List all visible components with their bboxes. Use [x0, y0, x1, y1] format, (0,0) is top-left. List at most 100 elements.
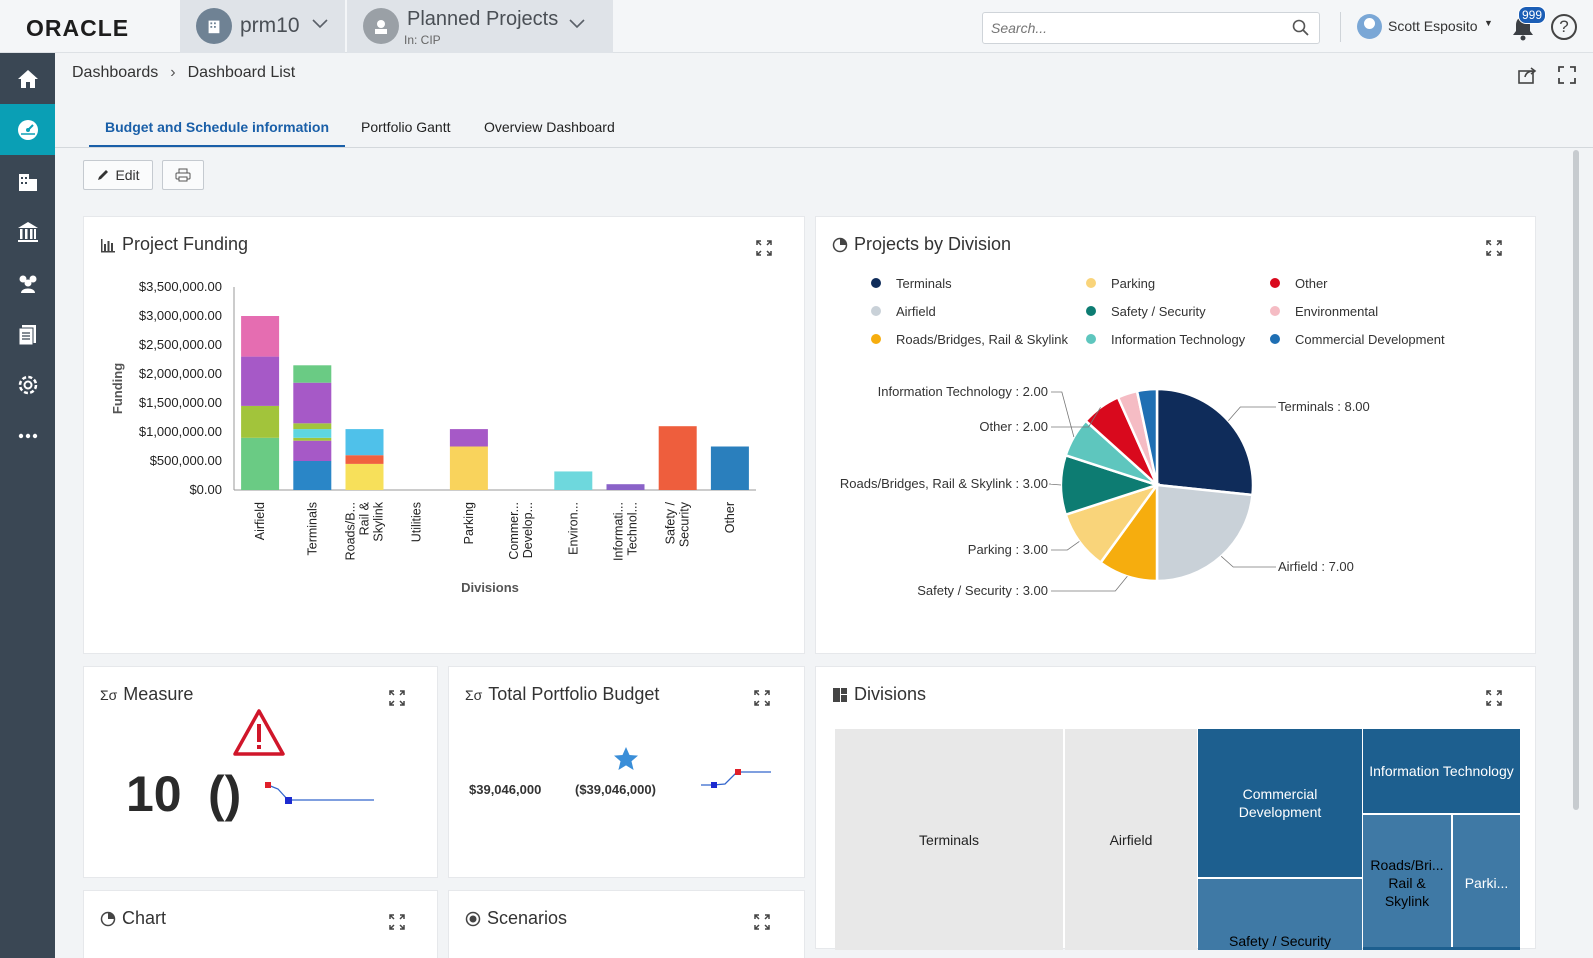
x-tick-label: Utilities	[410, 502, 424, 542]
treemap-cell-label: Commercial Development	[1238, 786, 1322, 820]
svg-text:Roads/Bridges, Rail & Skylink: Roads/Bridges, Rail & Skylink	[896, 332, 1068, 347]
svg-text:Skylink: Skylink	[372, 501, 386, 541]
nav-dashboards[interactable]	[0, 104, 55, 155]
user-menu[interactable]: Scott Esposito	[1388, 18, 1478, 34]
x-tick-label: Informati... Technol...	[612, 502, 640, 561]
fullscreen-icon[interactable]	[1556, 64, 1578, 86]
leader-line	[1228, 406, 1276, 422]
nav-home[interactable]	[0, 53, 55, 104]
nav-documents[interactable]	[0, 308, 55, 359]
treemap-cell-label: Terminals	[919, 831, 979, 848]
nav-more[interactable]	[0, 410, 55, 461]
nav-institution[interactable]	[0, 206, 55, 257]
measure-value: 10	[126, 766, 182, 822]
y-tick-label: $2,500,000.00	[139, 337, 222, 352]
edit-button[interactable]: Edit	[83, 160, 153, 190]
pie-chart-icon	[832, 237, 848, 252]
legend-item: Environmental	[1270, 304, 1378, 319]
total-budget-variance: ($39,046,000)	[575, 782, 656, 797]
bar-chart-icon	[101, 238, 115, 252]
leader-line	[1051, 391, 1075, 438]
treemap-cell-label: Airfield	[1109, 831, 1153, 848]
svg-text:Information Technology: Information Technology	[1111, 332, 1246, 347]
legend-item: Information Technology	[1086, 332, 1246, 347]
project-selector[interactable]: Planned Projects In: CIP	[347, 0, 613, 53]
divider	[1340, 12, 1341, 42]
scrollbar[interactable]	[1573, 150, 1579, 810]
expand-icon[interactable]	[389, 690, 405, 706]
treemap-cell[interactable]: Parki...	[1453, 815, 1520, 950]
nav-settings[interactable]	[0, 359, 55, 410]
legend-item: Terminals	[871, 276, 952, 291]
tab-portfolio-gantt[interactable]: Portfolio Gantt	[361, 119, 451, 135]
x-axis-label: Divisions	[461, 580, 519, 595]
print-icon	[175, 168, 191, 182]
bar-segment	[345, 429, 384, 456]
chart-title: Chart	[122, 908, 167, 928]
leader-line	[1051, 407, 1101, 428]
dashboard-icon	[17, 119, 38, 140]
user-avatar[interactable]	[1357, 14, 1382, 39]
x-tick-label: Other	[723, 502, 737, 533]
expand-icon[interactable]	[754, 690, 770, 706]
project-funding-card: Project Funding $0.00 $500,000.00 $1,000,0…	[83, 216, 805, 654]
chevron-right-icon: ›	[170, 64, 176, 81]
left-nav	[0, 53, 55, 958]
nav-projects[interactable]	[0, 155, 55, 206]
x-tick-label: Commer... Develop...	[507, 502, 535, 560]
svg-text:Roads/B...: Roads/B...	[344, 502, 358, 560]
expand-icon[interactable]	[389, 914, 405, 930]
help-icon[interactable]: ?	[1551, 14, 1577, 40]
pencil-icon	[98, 170, 109, 180]
card-title: Divisions	[832, 684, 926, 705]
expand-icon[interactable]	[756, 240, 772, 256]
breadcrumb-dashboards[interactable]: Dashboards	[72, 64, 159, 81]
treemap-cell[interactable]: Safety / Security	[1198, 879, 1362, 950]
caret-down-icon[interactable]: ▼	[1484, 18, 1493, 28]
project-funding-chart: $0.00 $500,000.00 $1,000,000.00 $1,500,000.…	[110, 279, 756, 595]
bar-segment	[241, 356, 280, 406]
bar-segment	[241, 405, 280, 438]
legend-item: Commercial Development	[1270, 332, 1445, 347]
bar-segment	[449, 429, 488, 447]
svg-text:Rail &: Rail &	[358, 501, 372, 535]
oracle-logo: ORACLE	[26, 15, 130, 41]
settings-icon	[18, 375, 37, 394]
share-icon[interactable]	[1516, 64, 1538, 86]
expand-icon[interactable]	[1486, 240, 1502, 256]
svg-text:Airfield: Airfield	[253, 502, 267, 540]
treemap-cell[interactable]: Information Technology	[1363, 729, 1520, 813]
expand-icon[interactable]	[754, 914, 770, 930]
nav-team[interactable]	[0, 257, 55, 308]
bar-segment	[710, 446, 749, 490]
treemap-cell[interactable]: Airfield	[1065, 729, 1197, 950]
pie-data-label: Roads/Bridges, Rail & Skylink : 3.00	[840, 476, 1048, 491]
treemap-cell[interactable]: Commercial Development	[1198, 729, 1362, 877]
treemap-cell[interactable]: Roads/Bri... Rail & Skylink	[1363, 815, 1451, 950]
project-label: Planned Projects	[407, 8, 559, 30]
projects-by-division-card: Projects by Division Terminals Parking Oth…	[815, 216, 1536, 654]
bar-segment	[293, 440, 332, 461]
x-tick-label: Parking	[462, 502, 476, 544]
pie-data-label: Terminals : 8.00	[1278, 399, 1370, 414]
pie-slice	[1135, 387, 1159, 486]
search-icon[interactable]	[1291, 18, 1311, 38]
svg-text:Utilities: Utilities	[410, 502, 424, 542]
card-title: Projects by Division	[832, 234, 1011, 255]
print-button[interactable]	[162, 160, 204, 190]
workspace-selector[interactable]: prm10	[180, 0, 345, 53]
treemap-icon	[833, 687, 847, 702]
tab-overview-dashboard[interactable]: Overview Dashboard	[484, 119, 615, 135]
expand-icon[interactable]	[1486, 690, 1502, 706]
bar-segment	[345, 455, 384, 464]
tab-budget-schedule[interactable]: Budget and Schedule information	[89, 110, 346, 148]
leader-line	[1220, 556, 1276, 568]
treemap-cell[interactable]: Terminals	[835, 729, 1063, 950]
notification-count-badge: 999	[1518, 6, 1547, 24]
svg-text:Other: Other	[1295, 276, 1328, 291]
project-avatar-icon	[363, 8, 399, 44]
bar-segment	[293, 382, 332, 424]
project-sub-label: In: CIP	[404, 33, 441, 47]
scenarios-title: Scenarios	[487, 908, 568, 928]
search-input[interactable]	[983, 13, 1273, 43]
